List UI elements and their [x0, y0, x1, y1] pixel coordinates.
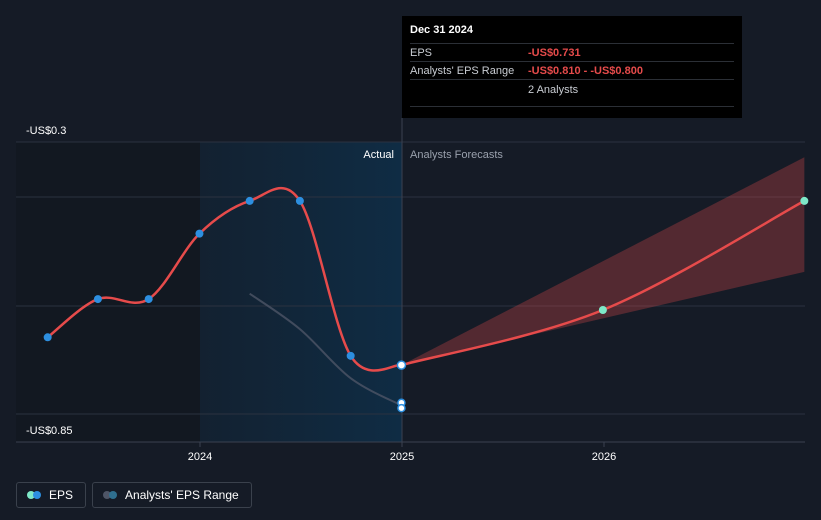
forecast-range-band — [401, 157, 805, 366]
legend: EPS Analysts' EPS Range — [16, 482, 252, 508]
x-tick-2025: 2025 — [390, 451, 414, 463]
actual-region-label: Actual — [363, 149, 394, 161]
tooltip-eps-row: EPS -US$0.731 — [410, 43, 734, 61]
tooltip-range-row: Analysts' EPS Range -US$0.810 - -US$0.80… — [410, 61, 734, 79]
tooltip-analysts: 2 Analysts — [410, 79, 734, 100]
eps-swatch-icon — [27, 491, 41, 499]
eps-point-6 — [346, 351, 355, 360]
tooltip-divider — [410, 106, 734, 115]
tooltip-eps-value: -US$0.731 — [528, 46, 581, 59]
forecast-region-label: Analysts Forecasts — [410, 149, 503, 161]
legend-eps-label: EPS — [49, 488, 74, 502]
eps-point-3 — [195, 229, 204, 238]
eps-point-4 — [245, 196, 254, 205]
eps-point-2 — [144, 295, 153, 304]
x-tick-2026: 2026 — [592, 451, 616, 463]
eps-forecast-point-0 — [598, 306, 607, 314]
eps-point-7 — [396, 360, 407, 370]
legend-range-label: Analysts' EPS Range — [125, 488, 239, 502]
legend-range-button[interactable]: Analysts' EPS Range — [92, 482, 252, 508]
y-axis-top-label: -US$0.3 — [26, 125, 66, 137]
range-history-line — [249, 292, 402, 407]
actual-region — [200, 142, 402, 442]
tooltip: Dec 31 2024 EPS -US$0.731 Analysts' EPS … — [402, 16, 742, 118]
eps-point-1 — [93, 295, 102, 304]
eps-forecast-point-1 — [800, 196, 809, 205]
past-region — [16, 142, 200, 442]
x-tick-2024: 2024 — [188, 451, 212, 463]
range-point-1 — [397, 403, 406, 413]
y-axis-bottom-label: -US$0.85 — [26, 425, 72, 437]
tooltip-date: Dec 31 2024 — [410, 24, 473, 36]
range-swatch-icon — [103, 491, 118, 499]
eps-actual-line — [46, 186, 402, 372]
tooltip-eps-label: EPS — [410, 46, 433, 59]
eps-point-0 — [43, 333, 52, 342]
tooltip-range-label: Analysts' EPS Range — [410, 64, 515, 77]
tooltip-range-value: -US$0.810 - -US$0.800 — [528, 64, 643, 77]
eps-point-5 — [295, 196, 304, 205]
legend-eps-button[interactable]: EPS — [16, 482, 87, 508]
